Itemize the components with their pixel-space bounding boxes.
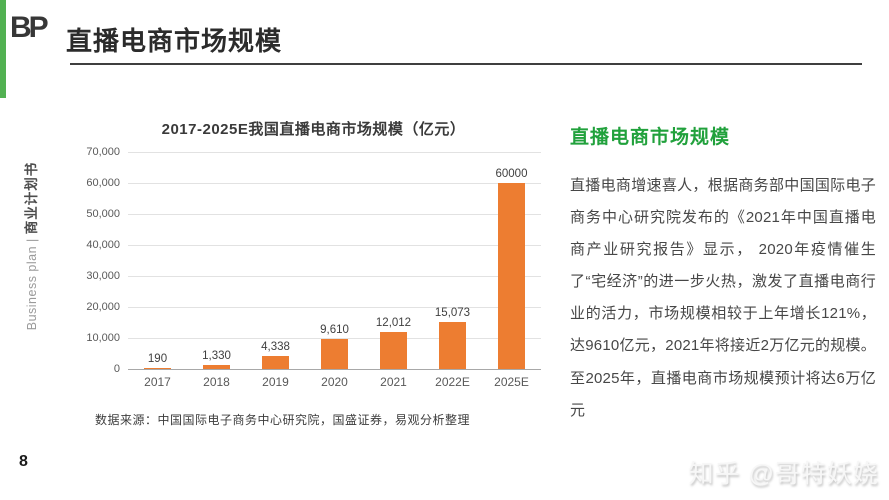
bars-row: 190 1,330 4,338 9,610 12,012 15,073 60000 — [128, 152, 541, 369]
chart-plot-row: 70,000 60,000 50,000 40,000 30,000 20,000 10,0… — [86, 146, 541, 375]
bar-value-label: 9,610 — [320, 324, 349, 336]
bar-2017 — [144, 368, 171, 369]
gridline — [128, 245, 541, 246]
bar-2022E — [439, 322, 466, 369]
page-title: 直播电商市场规模 — [66, 26, 283, 56]
gridline — [128, 338, 541, 339]
bar-value-label: 15,073 — [434, 307, 471, 319]
data-source-note: 数据来源：中国国际电子商务中心研究院，国盛证券，易观分析整理 — [95, 413, 471, 427]
bar-slot-2025E: 60000 — [482, 152, 541, 369]
x-tick-label: 2020 — [321, 375, 348, 389]
y-tick-label: 40,000 — [86, 239, 120, 251]
x-tick-label: 2019 — [262, 375, 289, 389]
x-tick-label: 2025E — [494, 375, 529, 389]
gridline — [128, 276, 541, 277]
description-panel: 直播电商市场规模 直播电商增速喜人，根据商务部中国国际电子商务中心研究院发布的《… — [570, 122, 876, 427]
x-tick-label: 2017 — [144, 375, 171, 389]
bar-2025E — [498, 183, 525, 369]
bar-slot-2018: 1,330 — [187, 152, 246, 369]
gridline — [128, 214, 541, 215]
bar-slot-2022E: 15,073 — [423, 152, 482, 369]
x-axis-line — [128, 369, 541, 370]
bar-slot-2019: 4,338 — [246, 152, 305, 369]
y-tick-label: 20,000 — [86, 301, 120, 313]
bar-value-label: 190 — [147, 353, 168, 365]
x-tick-label: 2021 — [380, 375, 407, 389]
zhihu-watermark: 知乎 @哥特妖娆 — [688, 460, 879, 488]
sidebar-text-english: Business plan | — [25, 234, 39, 331]
y-tick-label: 30,000 — [86, 270, 120, 282]
y-tick-label: 70,000 — [86, 146, 120, 158]
market-size-bar-chart: 2017-2025E我国直播电商市场规模（亿元） 70,000 60,000 50,… — [86, 118, 541, 389]
bar-2019 — [262, 356, 289, 369]
bar-slot-2021: 12,012 — [364, 152, 423, 369]
title-underline — [70, 63, 862, 65]
y-tick-label: 0 — [113, 363, 120, 375]
x-axis-labels: 2017 2018 2019 2020 2021 2022E 2025E — [128, 375, 541, 389]
gridline — [128, 307, 541, 308]
panel-body-text: 直播电商增速喜人，根据商务部中国国际电子商务中心研究院发布的《2021年中国直播… — [570, 177, 876, 419]
y-axis-ticks: 70,000 60,000 50,000 40,000 30,000 20,000 10,0… — [86, 146, 128, 375]
bar-slot-2020: 9,610 — [305, 152, 364, 369]
bar-2020 — [321, 339, 348, 369]
gridline — [128, 183, 541, 184]
bar-value-label: 12,012 — [375, 317, 412, 329]
bp-logo: BP — [10, 11, 49, 44]
bar-value-label: 4,338 — [261, 341, 290, 353]
y-tick-label: 60,000 — [86, 177, 120, 189]
panel-heading: 直播电商市场规模 — [570, 127, 731, 148]
sidebar-vertical-text: Business plan | 商业计划书 — [20, 160, 39, 332]
bar-slot-2017: 190 — [128, 152, 187, 369]
x-tick-label: 2018 — [203, 375, 230, 389]
bar-value-label: 1,330 — [202, 350, 231, 362]
y-tick-label: 50,000 — [86, 208, 120, 220]
x-tick-label: 2022E — [435, 375, 470, 389]
bar-2018 — [203, 365, 230, 369]
bar-2021 — [380, 332, 407, 369]
left-edge-accent-bar — [0, 0, 6, 98]
chart-title: 2017-2025E我国直播电商市场规模（亿元） — [161, 121, 466, 138]
sidebar-text-chinese: 商业计划书 — [24, 161, 39, 235]
page-number: 8 — [19, 453, 28, 470]
gridline — [128, 152, 541, 153]
bar-value-label: 60000 — [495, 168, 528, 180]
chart-plot-area: 190 1,330 4,338 9,610 12,012 15,073 60000 — [128, 152, 541, 370]
y-tick-label: 10,000 — [86, 332, 120, 344]
